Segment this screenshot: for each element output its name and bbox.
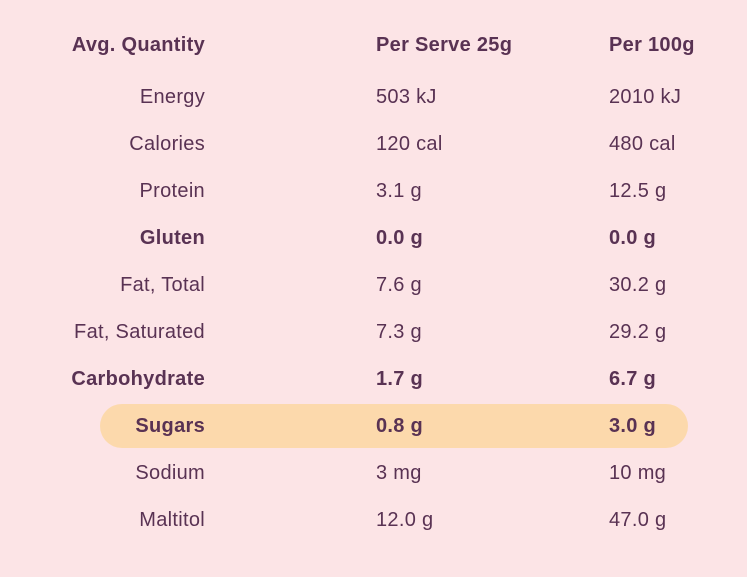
row-per-100g-value: 3.0 g xyxy=(609,415,657,437)
row-per-serve-value: 3.1 g xyxy=(376,180,422,202)
row-per-100g-value: 30.2 g xyxy=(609,274,667,296)
row-label: Maltitol xyxy=(139,509,205,531)
nutrition-panel: Avg. Quantity Per Serve 25g Per 100g Ene… xyxy=(0,22,747,544)
row-per-100g-value: 10 mg xyxy=(609,462,667,484)
row-per-serve-value: 1.7 g xyxy=(376,368,424,390)
table-row: Protein 3.1 g 12.5 g xyxy=(0,168,747,215)
highlight-pill xyxy=(100,404,688,448)
row-per-serve-value: 7.6 g xyxy=(376,274,422,296)
table-row: Fat, Total 7.6 g 30.2 g xyxy=(0,262,747,309)
row-label: Sodium xyxy=(135,462,205,484)
row-label: Calories xyxy=(129,133,205,155)
table-row: Fat, Saturated 7.3 g 29.2 g xyxy=(0,309,747,356)
table-row: Energy 503 kJ 2010 kJ xyxy=(0,74,747,121)
row-label: Gluten xyxy=(139,227,205,249)
row-per-100g-value: 2010 kJ xyxy=(609,86,682,108)
table-body: Energy 503 kJ 2010 kJ Calories 120 cal 4… xyxy=(0,74,747,544)
table-row: Sodium 3 mg 10 mg xyxy=(0,450,747,497)
row-per-serve-value: 0.8 g xyxy=(376,415,424,437)
header-avg-quantity: Avg. Quantity xyxy=(71,34,205,56)
row-per-serve-value: 7.3 g xyxy=(376,321,422,343)
row-per-100g-value: 480 cal xyxy=(609,133,676,155)
table-header: Avg. Quantity Per Serve 25g Per 100g xyxy=(0,22,747,68)
row-label: Sugars xyxy=(135,415,205,437)
table-row: Sugars 0.8 g 3.0 g xyxy=(0,403,747,450)
row-per-serve-value: 120 cal xyxy=(376,133,443,155)
row-label: Energy xyxy=(139,86,205,108)
row-label: Fat, Total xyxy=(120,274,205,296)
header-per-serve: Per Serve 25g xyxy=(376,34,513,56)
table-row: Maltitol 12.0 g 47.0 g xyxy=(0,497,747,544)
row-per-100g-value: 29.2 g xyxy=(609,321,667,343)
row-per-serve-value: 3 mg xyxy=(376,462,422,484)
row-per-100g-value: 0.0 g xyxy=(609,227,657,249)
row-label: Protein xyxy=(139,180,205,202)
row-per-serve-value: 12.0 g xyxy=(376,509,434,531)
table-row: Gluten 0.0 g 0.0 g xyxy=(0,215,747,262)
row-per-100g-value: 6.7 g xyxy=(609,368,657,390)
header-per-100g: Per 100g xyxy=(609,34,695,56)
row-per-serve-value: 0.0 g xyxy=(376,227,424,249)
row-per-100g-value: 47.0 g xyxy=(609,509,667,531)
table-row: Calories 120 cal 480 cal xyxy=(0,121,747,168)
table-row: Carbohydrate 1.7 g 6.7 g xyxy=(0,356,747,403)
row-per-serve-value: 503 kJ xyxy=(376,86,437,108)
row-per-100g-value: 12.5 g xyxy=(609,180,667,202)
row-label: Fat, Saturated xyxy=(74,321,205,343)
row-label: Carbohydrate xyxy=(71,368,205,390)
